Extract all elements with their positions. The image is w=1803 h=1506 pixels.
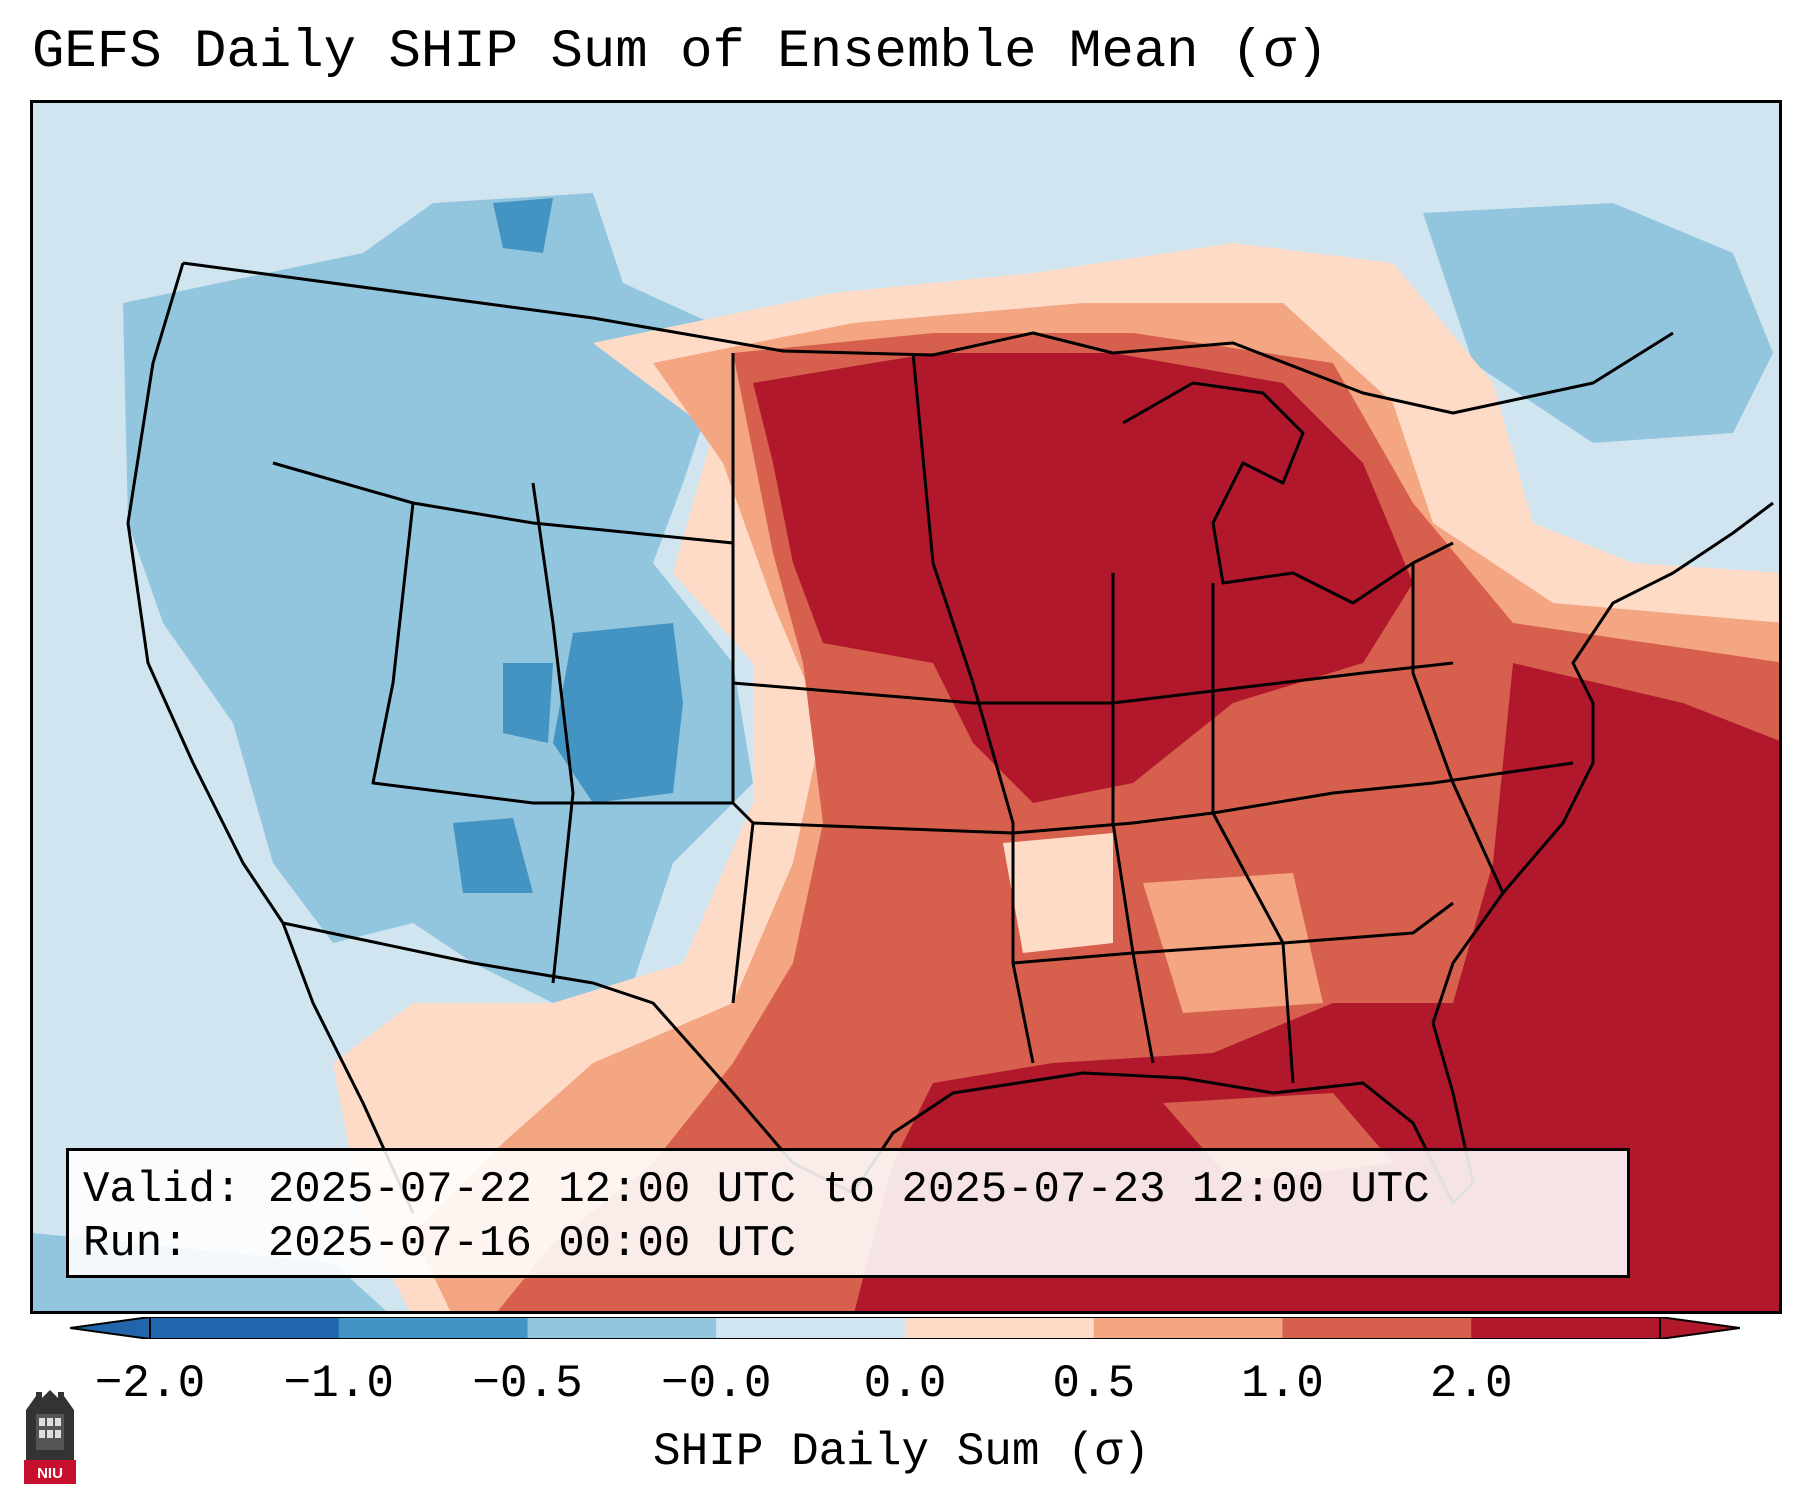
colorbar-arrow-outline [70, 1317, 1740, 1339]
us-canada-border [182, 261, 1674, 415]
colorbar-tick-label: 0.0 [863, 1358, 947, 1410]
colorbar-segment [150, 1317, 340, 1339]
map-panel [30, 100, 1782, 1314]
colorbar-segment [1282, 1317, 1472, 1339]
niu-logo: NIU [22, 1390, 78, 1484]
colorbar-tick-label: 1.0 [1241, 1358, 1324, 1410]
colorbar-outline [149, 1317, 1661, 1339]
state-line-n2 [371, 502, 733, 805]
run-time-text: Run: 2025-07-16 00:00 UTC [83, 1219, 796, 1269]
colorbar-tick-label: −1.0 [283, 1358, 394, 1410]
niu-logo-text: NIU [37, 1465, 63, 1482]
valid-time-text: Valid: 2025-07-22 12:00 UTC to 2025-07-2… [83, 1165, 1430, 1215]
colorbar [70, 1317, 1740, 1339]
colorbar-segment [527, 1317, 717, 1339]
colorbar-extend-low [70, 1317, 150, 1339]
great-lakes [1122, 381, 1454, 605]
colorbar-segment [905, 1317, 1095, 1339]
state-line-n3 [531, 482, 575, 984]
colorbar-tick-label: −2.0 [94, 1358, 206, 1410]
colorbar-segment [1471, 1317, 1661, 1339]
anomaly-map [33, 103, 1779, 1311]
state-line-n1 [272, 461, 734, 545]
strong-negative-anomaly [453, 198, 683, 893]
colorbar-segment [716, 1317, 906, 1339]
niu-tower-icon [24, 1390, 76, 1484]
pacific-coastline [126, 262, 415, 1214]
state-line-n10 [1211, 583, 1295, 1084]
colorbar-label: SHIP Daily Sum (σ) [653, 1426, 1150, 1478]
colorbar-tick-label: −0.5 [472, 1358, 583, 1410]
colorbar-tick-label: 0.5 [1052, 1358, 1136, 1410]
colorbar-segment [338, 1317, 528, 1339]
valid-run-info-box: Valid: 2025-07-22 12:00 UTC to 2025-07-2… [66, 1148, 1630, 1278]
state-line-n5 [911, 352, 1035, 1064]
state-line-n9 [1111, 573, 1155, 1064]
colorbar-tick-label: 2.0 [1429, 1358, 1513, 1410]
colorbar-tick-label: −0.0 [661, 1358, 772, 1410]
state-line-n11 [1411, 563, 1505, 894]
colorbar-extend-high [1660, 1317, 1740, 1339]
atlantic-coastline [1431, 501, 1774, 1024]
colorbar-segment [1093, 1317, 1283, 1339]
state-line-n4 [731, 353, 755, 1004]
chart-title: GEFS Daily SHIP Sum of Ensemble Mean (σ) [32, 22, 1329, 83]
